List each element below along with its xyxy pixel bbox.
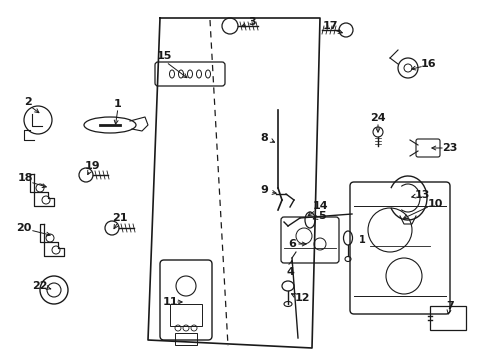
Text: 6: 6 (287, 239, 295, 249)
Text: 1: 1 (358, 235, 365, 245)
Text: 22: 22 (32, 281, 48, 291)
Text: 11: 11 (162, 297, 177, 307)
Text: 1: 1 (114, 99, 122, 109)
Text: 13: 13 (413, 190, 429, 200)
Text: 12: 12 (294, 293, 309, 303)
Text: 18: 18 (17, 173, 33, 183)
Text: 16: 16 (419, 59, 435, 69)
Text: 15: 15 (156, 51, 171, 61)
Text: 3: 3 (248, 17, 255, 27)
Text: 4: 4 (285, 267, 293, 277)
Text: 7: 7 (445, 301, 453, 311)
Text: 20: 20 (16, 223, 32, 233)
Text: 8: 8 (260, 133, 267, 143)
Text: 2: 2 (24, 97, 32, 107)
Text: 19: 19 (84, 161, 100, 171)
Text: 5: 5 (318, 211, 325, 221)
Text: 17: 17 (322, 21, 337, 31)
Text: 24: 24 (369, 113, 385, 123)
Text: 23: 23 (442, 143, 457, 153)
Text: 10: 10 (427, 199, 442, 209)
Text: 14: 14 (311, 201, 327, 211)
Text: 21: 21 (112, 213, 127, 223)
Text: 9: 9 (260, 185, 267, 195)
